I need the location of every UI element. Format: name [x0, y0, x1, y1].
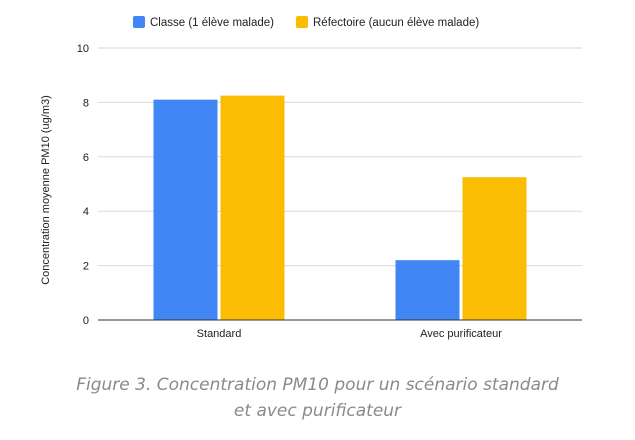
caption-line-1: Figure 3. Concentration PM10 pour un scé… — [76, 375, 559, 395]
y-tick-label: 4 — [83, 206, 89, 218]
legend-item: Réfectoire (aucun élève malade) — [296, 16, 479, 29]
chart-bars — [98, 95, 582, 321]
y-axis-ticks: 0 2 4 6 8 10 — [77, 43, 89, 327]
legend-swatch — [133, 16, 145, 28]
x-tick-label: Avec purificateur — [420, 328, 502, 340]
legend-label: Réfectoire (aucun élève malade) — [313, 17, 479, 29]
chart-legend: Classe (1 élève malade) Réfectoire (aucun… — [133, 16, 479, 29]
bar-classe-avec-purificateur — [395, 260, 460, 320]
bar-refectoire-standard — [220, 95, 285, 320]
legend-item: Classe (1 élève malade) — [133, 16, 274, 29]
y-tick-label: 10 — [77, 43, 89, 55]
y-axis-label: Concentration moyenne PM10 (ug/m3) — [40, 95, 52, 285]
y-tick-label: 2 — [83, 261, 89, 273]
y-tick-label: 6 — [83, 152, 89, 164]
bar-refectoire-avec-purificateur — [462, 177, 527, 320]
figure-caption: Figure 3. Concentration PM10 pour un scé… — [0, 372, 635, 424]
bar-chart: Classe (1 élève malade) Réfectoire (aucun… — [40, 16, 582, 340]
x-tick-label: Standard — [197, 328, 242, 340]
legend-swatch — [296, 16, 308, 28]
caption-line-2: et avec purificateur — [233, 401, 402, 421]
x-axis-ticks: Standard Avec purificateur — [197, 328, 503, 340]
y-tick-label: 8 — [83, 97, 89, 109]
y-tick-label: 0 — [83, 315, 89, 327]
legend-label: Classe (1 élève malade) — [150, 17, 274, 29]
bar-classe-standard — [153, 99, 218, 321]
